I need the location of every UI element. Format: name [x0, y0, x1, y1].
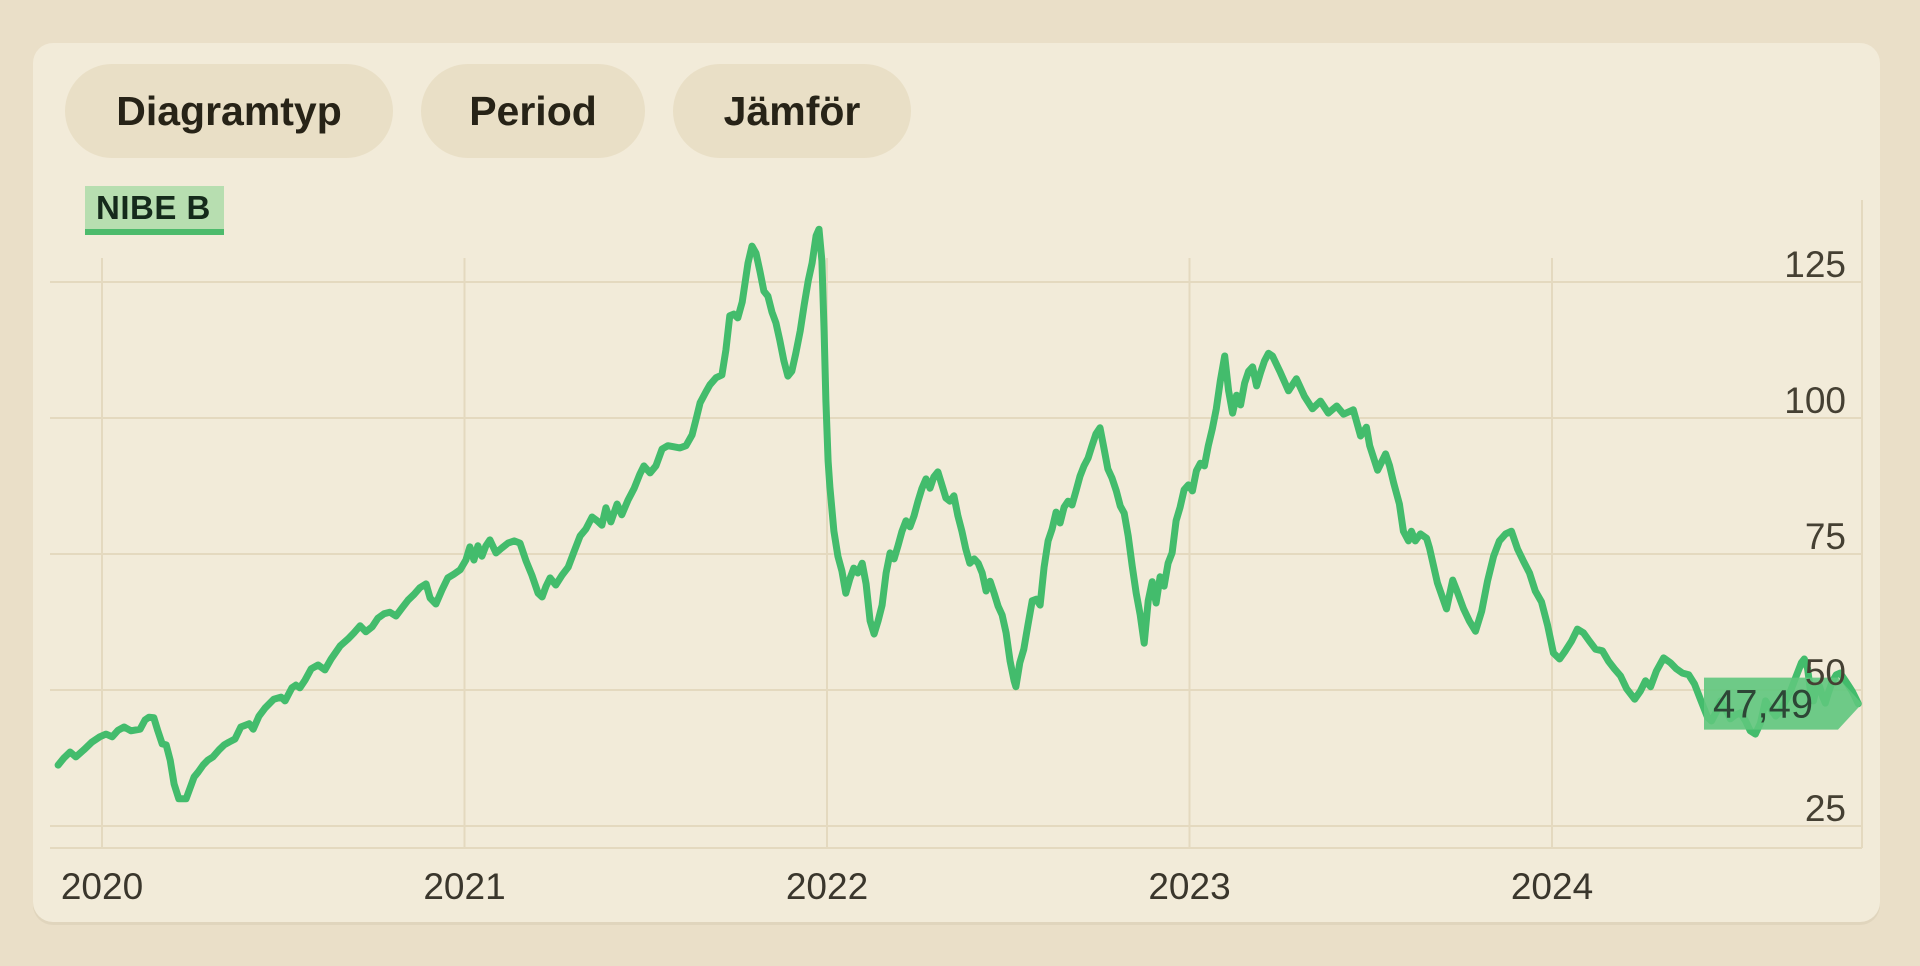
chart-type-button[interactable]: Diagramtyp — [65, 64, 393, 158]
period-button[interactable]: Period — [421, 64, 645, 158]
chart-plot-area[interactable] — [48, 200, 1862, 848]
compare-button[interactable]: Jämför — [673, 64, 911, 158]
chart-toolbar: Diagramtyp Period Jämför — [65, 64, 911, 158]
